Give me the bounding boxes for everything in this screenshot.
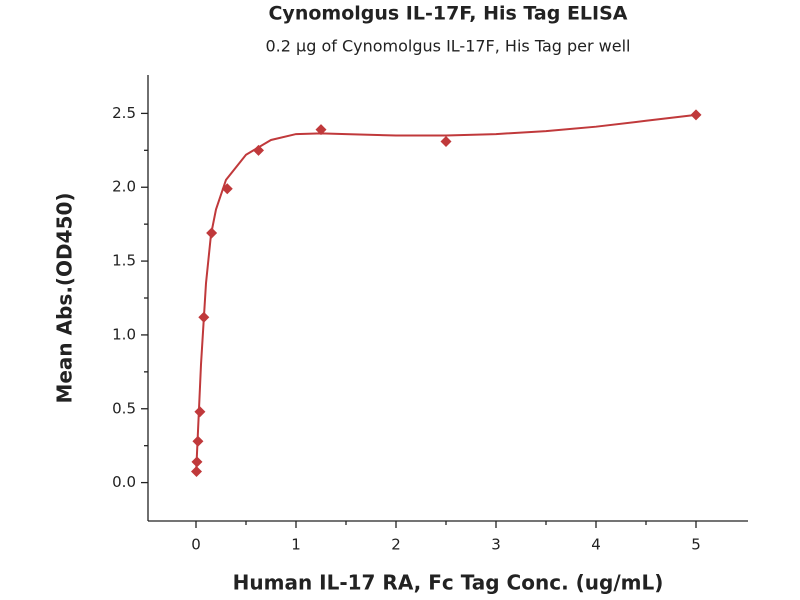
x-tick-label: 0 [191, 536, 201, 554]
x-tick-label: 1 [291, 536, 301, 554]
x-tick-label: 2 [391, 536, 401, 554]
y-tick-label: 0.0 [112, 473, 136, 491]
y-tick-label: 1.5 [112, 252, 136, 270]
data-point [253, 144, 264, 156]
data-point [206, 227, 218, 239]
data-point [221, 183, 233, 195]
y-tick-label: 2.5 [112, 104, 136, 122]
data-point [192, 435, 204, 447]
data-point [690, 109, 702, 121]
y-axis-title: Mean Abs.(OD450) [53, 192, 77, 403]
fit-curve [195, 113, 697, 476]
x-tick-label: 4 [591, 536, 601, 554]
data-point [315, 124, 327, 136]
data-point [440, 135, 452, 147]
y-tick-label: 1.0 [112, 325, 136, 343]
chart-subtitle: 0.2 μg of Cynomolgus IL-17F, His Tag per… [266, 37, 631, 56]
chart-title: Cynomolgus IL-17F, His Tag ELISA [268, 3, 627, 25]
data-point [190, 466, 202, 478]
x-axis-title: Human IL-17 RA, Fc Tag Conc. (ug/mL) [233, 571, 664, 595]
data-point [191, 456, 203, 468]
data-point [194, 406, 206, 418]
x-tick-label: 3 [491, 536, 501, 554]
y-tick-label: 0.5 [112, 399, 136, 417]
data-point [198, 311, 210, 323]
x-tick-label: 5 [691, 536, 701, 554]
y-tick-label: 2.0 [112, 178, 136, 196]
